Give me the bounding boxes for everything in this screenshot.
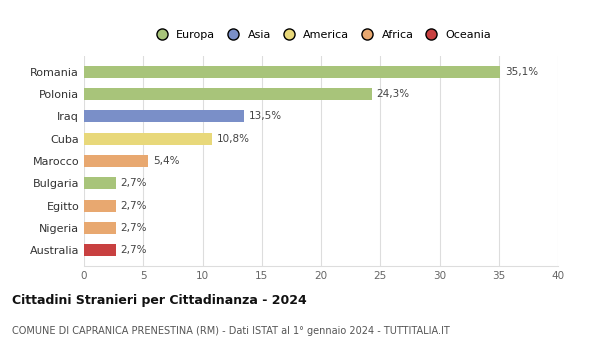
- Text: 13,5%: 13,5%: [249, 111, 282, 121]
- Text: 2,7%: 2,7%: [121, 178, 147, 188]
- Bar: [84, 244, 116, 257]
- Text: 2,7%: 2,7%: [121, 201, 147, 211]
- Legend: Europa, Asia, America, Africa, Oceania: Europa, Asia, America, Africa, Oceania: [148, 28, 494, 42]
- Bar: [84, 222, 116, 234]
- Text: COMUNE DI CAPRANICA PRENESTINA (RM) - Dati ISTAT al 1° gennaio 2024 - TUTTITALIA: COMUNE DI CAPRANICA PRENESTINA (RM) - Da…: [12, 326, 450, 336]
- Bar: [84, 110, 244, 122]
- Text: 2,7%: 2,7%: [121, 245, 147, 255]
- Text: 2,7%: 2,7%: [121, 223, 147, 233]
- Bar: [84, 133, 212, 145]
- Text: 5,4%: 5,4%: [153, 156, 179, 166]
- Bar: [84, 88, 372, 100]
- Text: 24,3%: 24,3%: [377, 89, 410, 99]
- Bar: [84, 155, 148, 167]
- Bar: [84, 199, 116, 212]
- Text: Cittadini Stranieri per Cittadinanza - 2024: Cittadini Stranieri per Cittadinanza - 2…: [12, 294, 307, 307]
- Text: 10,8%: 10,8%: [217, 134, 250, 143]
- Text: 35,1%: 35,1%: [505, 67, 538, 77]
- Bar: [84, 65, 500, 78]
- Bar: [84, 177, 116, 189]
